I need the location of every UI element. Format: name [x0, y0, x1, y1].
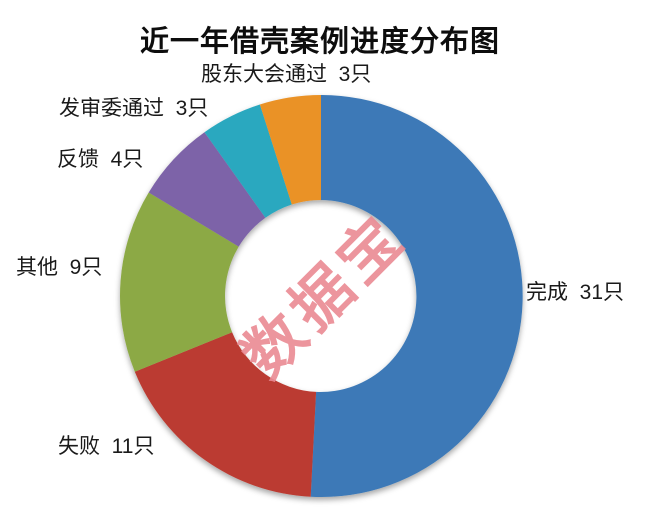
- pie-slice-1: [310, 94, 523, 497]
- slice-label-completed: 完成 31只: [526, 281, 625, 304]
- slice-label-other: 其他 9只: [16, 256, 103, 279]
- slice-label-failed: 失败 11只: [58, 435, 155, 458]
- chart-title: 近一年借壳案例进度分布图: [139, 26, 500, 58]
- slice-label-shareholder-meeting-passed: 股东大会通过 3只: [201, 63, 372, 86]
- pie-slices: [120, 94, 523, 497]
- pie-slice-2: [134, 332, 317, 497]
- pie-slice-3: [120, 192, 239, 372]
- pie-slice-4: [148, 132, 266, 247]
- slice-label-feedback: 反馈 4只: [57, 148, 144, 171]
- pie-slice-5: [204, 104, 292, 218]
- pie-slice-6: [259, 94, 321, 205]
- slice-label-issuance-committee-passed: 发审委通过 3只: [59, 97, 209, 120]
